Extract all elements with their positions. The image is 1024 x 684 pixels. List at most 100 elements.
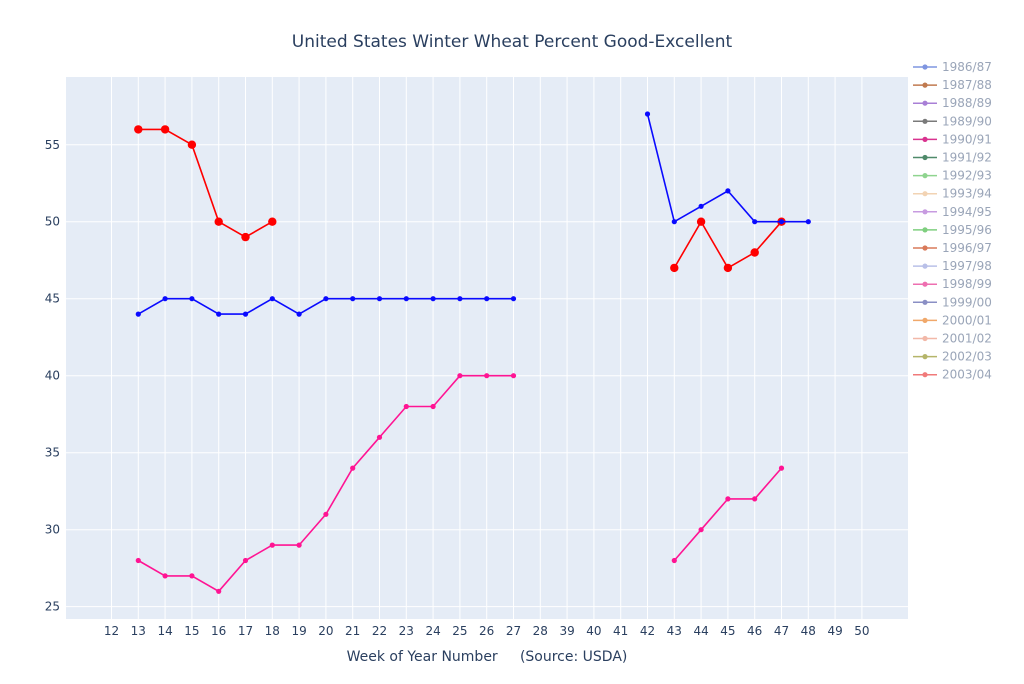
series[interactable] [134,125,786,273]
data-point[interactable] [187,140,197,149]
data-point[interactable] [403,296,409,302]
x-tick-label: 26 [479,624,494,638]
legend-item[interactable]: 1987/88 [913,78,992,92]
data-point[interactable] [403,403,409,410]
legend-label: 2000/01 [942,313,992,327]
legend-item[interactable]: 2001/02 [913,332,992,346]
data-point[interactable] [752,219,758,225]
data-point[interactable] [696,217,706,226]
data-point[interactable] [162,573,168,579]
data-point[interactable] [778,465,785,471]
data-point[interactable] [214,217,223,226]
data-point[interactable] [430,296,436,302]
data-point[interactable] [457,373,463,379]
data-point[interactable] [457,296,463,302]
data-point[interactable] [296,311,302,317]
x-tick-label: 50 [854,624,869,638]
data-point[interactable] [135,557,141,564]
legend-item[interactable]: 1999/00 [913,295,992,309]
data-point[interactable] [189,573,195,579]
data-point[interactable] [296,542,302,548]
legend-item[interactable]: 1989/90 [913,114,992,128]
legend-item[interactable]: 1993/94 [913,187,992,201]
x-tick-label: 39 [559,624,574,638]
data-point[interactable] [430,403,436,410]
grid [66,77,908,619]
data-point[interactable] [750,248,759,257]
x-tick-label: 18 [265,624,280,638]
data-point[interactable] [805,219,811,225]
legend-item[interactable]: 1991/92 [913,151,992,165]
legend-item[interactable]: 1990/91 [913,132,992,146]
legend-label: 2003/04 [942,368,992,382]
data-point[interactable] [323,511,329,517]
legend-item[interactable]: 1988/89 [913,96,992,110]
legend-item[interactable]: 2002/03 [913,350,992,364]
data-point[interactable] [376,296,383,302]
series-layer [134,111,811,594]
data-point[interactable] [698,203,704,209]
series-line [138,128,273,239]
legend-marker-icon [922,82,928,88]
data-point[interactable] [670,263,679,273]
data-point[interactable] [723,263,733,273]
data-point[interactable] [376,434,383,440]
x-tick-label: 25 [452,624,467,638]
data-point[interactable] [350,296,356,302]
x-tick-label: 20 [318,624,333,638]
data-point[interactable] [216,588,222,594]
y-tick-label: 45 [45,292,60,306]
data-point[interactable] [725,496,731,502]
legend-item[interactable]: 1996/97 [913,241,992,255]
x-tick-label: 43 [667,624,682,638]
data-point[interactable] [778,219,785,225]
series[interactable] [135,373,785,594]
data-point[interactable] [160,125,170,134]
legend-item[interactable]: 1998/99 [913,277,992,291]
data-point[interactable] [134,125,143,134]
legend-item[interactable]: 2000/01 [913,313,992,327]
legend-marker-icon [922,118,928,124]
data-point[interactable] [725,188,731,194]
x-tick-label: 28 [533,624,548,638]
data-point[interactable] [510,373,517,379]
x-tick-label: 44 [693,624,708,638]
data-point[interactable] [350,465,356,471]
data-point[interactable] [189,296,195,302]
data-point[interactable] [510,296,517,302]
data-point[interactable] [671,219,677,225]
data-point[interactable] [268,217,277,226]
legend-item[interactable]: 1992/93 [913,169,992,183]
data-point[interactable] [162,296,168,302]
legend-item[interactable]: 1997/98 [913,259,992,273]
legend-item[interactable]: 1994/95 [913,205,992,219]
data-point[interactable] [484,296,490,302]
data-point[interactable] [216,311,222,317]
legend-marker-icon [922,263,928,269]
x-tick-label: 27 [506,624,521,638]
data-point[interactable] [698,527,704,533]
legend-marker-icon [922,354,928,360]
legend-label: 1996/97 [942,241,992,255]
data-point[interactable] [752,496,758,502]
data-point[interactable] [269,542,275,548]
data-point[interactable] [135,311,141,317]
data-point[interactable] [242,311,249,317]
data-point[interactable] [242,557,249,564]
legend-label: 1995/96 [942,223,992,237]
data-point[interactable] [269,296,275,302]
data-point[interactable] [644,111,651,117]
legend-label: 1993/94 [942,187,992,201]
data-point[interactable] [484,373,490,379]
legend-item[interactable]: 1995/96 [913,223,992,237]
series[interactable] [135,111,811,317]
legend[interactable]: 1986/87 1987/88 1988/89 1989/90 1990/91 1991/… [913,60,992,382]
data-point[interactable] [241,232,250,242]
legend-item[interactable]: 2003/04 [913,368,992,382]
legend-label: 1994/95 [942,205,992,219]
y-axis: 25 30 35 40 45 50 55 [45,138,60,614]
data-point[interactable] [323,296,329,302]
legend-item[interactable]: 1986/87 [913,60,992,74]
data-point[interactable] [671,557,677,564]
x-tick-label: 46 [747,624,762,638]
